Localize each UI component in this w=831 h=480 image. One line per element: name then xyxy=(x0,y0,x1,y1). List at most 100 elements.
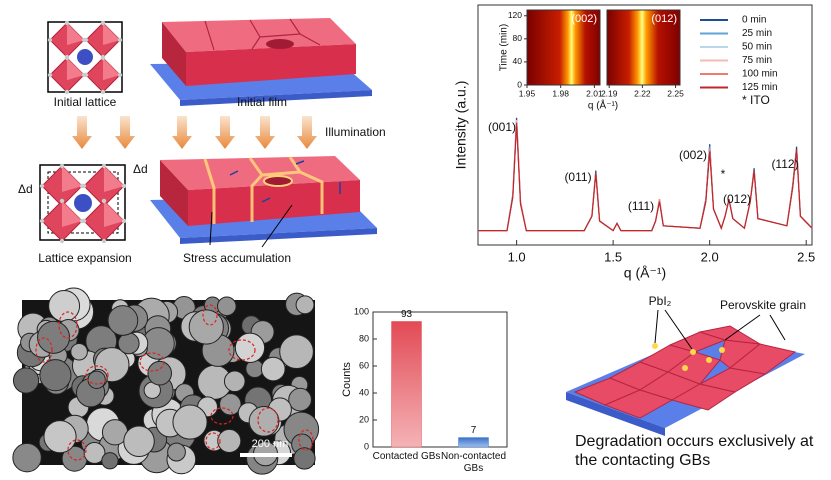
octahedron-face xyxy=(62,201,82,227)
anion xyxy=(117,72,123,78)
grain xyxy=(288,387,312,412)
xrd-plot: 1.0 1.5 2.0 2.5 q (Å⁻¹) Intensity (a.u.) 0 min… xyxy=(453,9,815,281)
heatmap-title: (012) xyxy=(651,13,677,25)
x-axis-label: q (Å⁻¹) xyxy=(624,265,666,281)
bar-frame xyxy=(372,311,508,448)
y-tick-label: 100 xyxy=(354,306,369,316)
cation xyxy=(74,194,92,212)
scale-label: 200 nm xyxy=(252,438,289,450)
highlight xyxy=(67,439,87,461)
degradation-diagram xyxy=(566,309,805,436)
grain xyxy=(12,442,42,473)
anion xyxy=(39,183,45,189)
grain xyxy=(12,367,40,394)
anion xyxy=(81,218,87,224)
legend-label: 0 min xyxy=(742,15,766,26)
y-tick-label: 80 xyxy=(359,333,369,343)
peak-label: (002) xyxy=(679,148,707,162)
xrd-line xyxy=(478,120,813,232)
x-tick-label: Contacted GBs xyxy=(372,451,441,462)
pointer xyxy=(209,204,293,248)
x-tick-label: 1.98 xyxy=(552,88,569,98)
grain xyxy=(43,420,77,454)
x-tick-label: 2.22 xyxy=(634,88,651,98)
anion xyxy=(101,198,107,204)
film-front xyxy=(188,180,360,226)
anion xyxy=(101,163,107,169)
pbi2-dot xyxy=(652,343,658,349)
y-tick-label: 60 xyxy=(359,360,369,370)
grain xyxy=(167,442,186,462)
grain xyxy=(293,447,316,470)
arrow xyxy=(115,116,135,149)
label: Δd xyxy=(18,182,33,196)
highlight xyxy=(85,365,109,385)
x-tick-label: 2.5 xyxy=(797,249,815,264)
label: Initial film xyxy=(237,95,287,109)
film-front xyxy=(186,44,356,86)
unit-cell xyxy=(47,21,123,93)
x-tick-label: 1.95 xyxy=(519,88,536,98)
x-tick-label: 2.0 xyxy=(701,249,719,264)
y-tick-label: 0 xyxy=(517,79,522,89)
octahedron-face xyxy=(103,23,120,46)
grain xyxy=(217,428,242,453)
highlight xyxy=(202,304,218,326)
anion xyxy=(39,218,45,224)
bar xyxy=(458,437,489,448)
grain xyxy=(39,359,72,392)
anion xyxy=(121,183,127,189)
unit-cell xyxy=(39,164,126,241)
bar xyxy=(391,321,422,448)
illumination-arrows xyxy=(72,116,317,149)
pointer xyxy=(654,309,786,350)
x-tick-label: 2.19 xyxy=(601,88,618,98)
legend-label: 75 min xyxy=(742,55,772,66)
arrow xyxy=(255,116,275,149)
legend-label: 25 min xyxy=(742,28,772,39)
y-axis-label: Intensity (a.u.) xyxy=(453,81,469,170)
octahedron-face xyxy=(67,58,84,81)
bar-chart: 0 20 40 60 80 100 Counts 93 7 xyxy=(341,306,489,451)
grain xyxy=(279,334,314,369)
highlight xyxy=(298,429,314,451)
grain xyxy=(216,296,237,317)
peak-label: (011) xyxy=(564,170,591,184)
initial-film xyxy=(150,18,372,106)
plot-frame xyxy=(477,4,813,246)
highlight xyxy=(205,432,221,450)
pbi2-dot xyxy=(719,347,725,353)
highlight xyxy=(210,407,234,425)
anion xyxy=(100,89,106,95)
anion xyxy=(100,55,106,61)
cation xyxy=(77,49,93,65)
grain xyxy=(188,309,224,345)
pbi2-dot xyxy=(706,357,712,363)
anion xyxy=(47,72,53,78)
grain xyxy=(101,452,119,470)
grain-boundary xyxy=(204,18,321,51)
anion xyxy=(64,89,70,95)
anion xyxy=(121,218,127,224)
grain xyxy=(728,343,797,375)
pit xyxy=(263,175,293,187)
octahedron-face xyxy=(67,23,84,46)
grain xyxy=(260,356,286,382)
peak-label: (111) xyxy=(628,199,654,213)
grain xyxy=(107,305,139,336)
y-tick-label: 40 xyxy=(359,387,369,397)
anion xyxy=(101,238,107,244)
label: Initial lattice xyxy=(54,95,117,109)
arrow xyxy=(172,116,192,149)
y-tick-label: 0 xyxy=(364,441,369,451)
highlight xyxy=(257,407,279,433)
label: Δd xyxy=(133,162,148,176)
x-tick-label: 1.5 xyxy=(604,249,622,264)
peak-label: (012) xyxy=(723,192,751,206)
octahedron-face xyxy=(104,166,124,192)
arrow xyxy=(72,116,92,149)
stressed-film xyxy=(150,156,377,248)
legend-label: 100 min xyxy=(742,69,778,80)
y-tick-label: 20 xyxy=(359,414,369,424)
